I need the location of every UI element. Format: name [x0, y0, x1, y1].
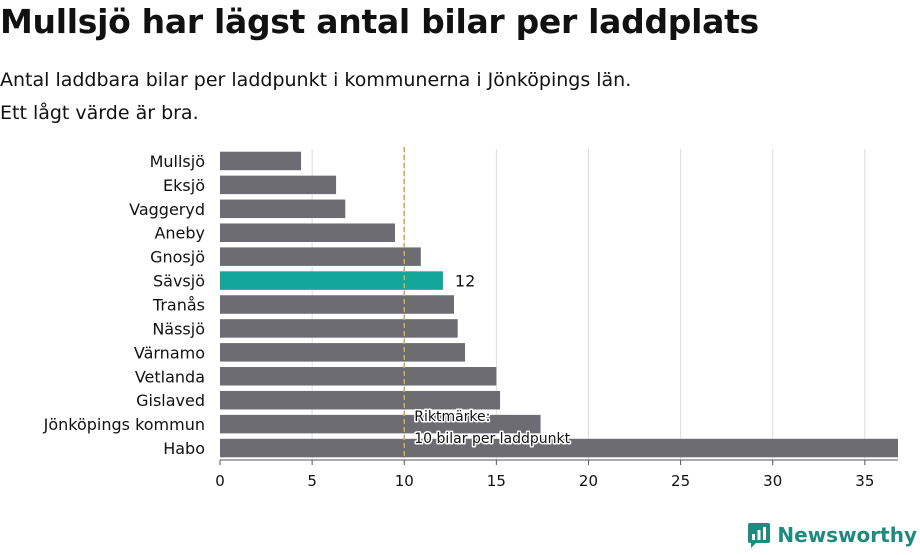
bar	[220, 175, 337, 195]
category-label: Mullsjö	[150, 152, 205, 171]
bar	[220, 271, 443, 290]
bar	[220, 438, 898, 458]
bar	[220, 319, 458, 338]
x-tick-label: 5	[307, 472, 317, 490]
category-label: Nässjö	[152, 319, 205, 338]
category-label: Gnosjö	[150, 248, 205, 267]
bar	[220, 414, 541, 434]
bar	[220, 199, 346, 219]
reference-annotation-line-1: Riktmärke:	[414, 409, 490, 425]
newsworthy-logo: Newsworthy	[747, 521, 917, 549]
bar	[220, 367, 497, 386]
x-tick-label: 35	[855, 472, 874, 490]
x-tick-label: 30	[763, 472, 782, 490]
x-tick-label: 20	[579, 472, 598, 490]
category-label: Habo	[163, 439, 205, 458]
bar	[220, 390, 501, 410]
x-tick-label: 10	[395, 472, 414, 490]
category-label: Vetlanda	[135, 367, 205, 386]
x-tick-label: 25	[671, 472, 690, 490]
bar	[220, 295, 454, 314]
bar	[220, 343, 466, 362]
category-label: Vaggeryd	[129, 200, 205, 219]
chart-title: Mullsjö har lägst antal bilar per laddpl…	[0, 2, 759, 41]
category-label: Jönköpings kommun	[43, 415, 205, 434]
category-label: Tranås	[152, 296, 205, 315]
chart-subtitle: Antal laddbara bilar per laddpunkt i kom…	[0, 64, 631, 130]
chart-logo-icon	[748, 523, 771, 548]
bar	[220, 247, 421, 266]
data-label: 12	[455, 272, 475, 291]
x-tick-label: 15	[487, 472, 506, 490]
category-label: Aneby	[154, 224, 205, 243]
x-tick-label: 0	[215, 472, 225, 490]
category-label: Värnamo	[134, 343, 205, 362]
subtitle-line-2: Ett lågt värde är bra.	[0, 102, 199, 124]
category-label: Gislaved	[136, 391, 205, 410]
category-label: Eksjö	[163, 176, 205, 195]
category-label: Sävsjö	[153, 272, 205, 291]
subtitle-line-1: Antal laddbara bilar per laddpunkt i kom…	[0, 69, 632, 91]
reference-annotation-line-2: 10 bilar per laddpunkt	[414, 431, 570, 447]
bar	[220, 223, 396, 242]
brand-name: Newsworthy	[777, 523, 917, 547]
bar	[220, 151, 302, 171]
